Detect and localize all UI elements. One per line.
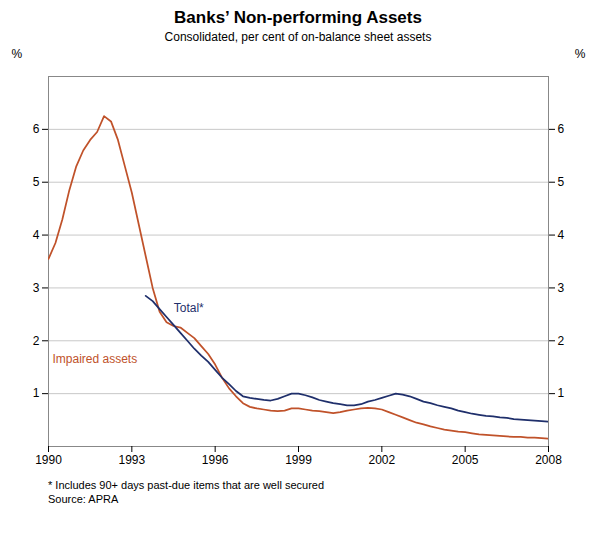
html-text:Consolidated, per cent of on-b: Consolidated, per cent of on-balance she… — [164, 30, 432, 44]
svg-text:1: 1 — [33, 386, 40, 400]
svg-text:4: 4 — [33, 228, 40, 242]
html-text:Source: APRA: Source: APRA — [48, 493, 119, 505]
svg-text:6: 6 — [33, 122, 40, 136]
svg-text:Impaired assets: Impaired assets — [53, 352, 138, 366]
svg-text:%: % — [12, 47, 23, 61]
svg-text:%: % — [575, 47, 586, 61]
svg-text:2002: 2002 — [368, 453, 395, 467]
svg-text:5: 5 — [33, 175, 40, 189]
html-text:* Includes 90+ days past-due i: * Includes 90+ days past-due items that … — [48, 479, 325, 491]
svg-text:3: 3 — [33, 281, 40, 295]
svg-text:1996: 1996 — [202, 453, 229, 467]
svg-text:5: 5 — [558, 175, 565, 189]
svg-text:3: 3 — [558, 281, 565, 295]
svg-text:2008: 2008 — [535, 453, 562, 467]
svg-text:2: 2 — [33, 334, 40, 348]
svg-text:Total*: Total* — [174, 301, 204, 315]
svg-text:1993: 1993 — [118, 453, 145, 467]
svg-text:6: 6 — [558, 122, 565, 136]
svg-text:1: 1 — [558, 386, 565, 400]
html-text:Banks’ Non-performing Assets: Banks’ Non-performing Assets — [174, 8, 422, 27]
svg-text:4: 4 — [558, 228, 565, 242]
svg-text:2: 2 — [558, 334, 565, 348]
svg-text:1999: 1999 — [285, 453, 312, 467]
svg-text:1990: 1990 — [35, 453, 62, 467]
svg-text:2005: 2005 — [452, 453, 479, 467]
